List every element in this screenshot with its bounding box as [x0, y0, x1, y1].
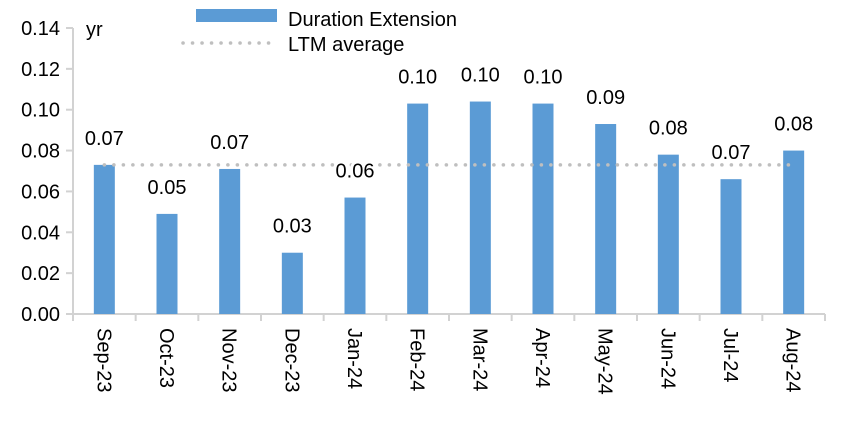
y-tick-label: 0.12	[21, 59, 60, 81]
bar-value-label: 0.07	[210, 132, 249, 154]
x-category-label: Feb-24	[406, 328, 428, 391]
x-category-label: Sep-23	[92, 328, 114, 393]
bar-value-label: 0.03	[273, 216, 312, 238]
bar-value-label: 0.05	[148, 177, 187, 199]
x-category-label: May-24	[594, 328, 616, 395]
y-tick-label: 0.14	[21, 18, 60, 40]
bar-series	[93, 101, 805, 315]
bar	[783, 150, 805, 314]
bar-value-label: 0.08	[649, 118, 688, 140]
bar	[93, 164, 115, 314]
y-axis: 0.00 0.02 0.04 0.06 0.08 0.10 0.12 0.14	[21, 18, 74, 326]
bar-value-label: 0.08	[774, 114, 813, 136]
bar-value-label: 0.06	[336, 161, 375, 183]
bar-value-labels: 0.07 0.05 0.07 0.03 0.06 0.10 0.10 0.10 0.09 0.08…	[82, 62, 816, 241]
x-axis: Sep-23 Oct-23 Nov-23 Dec-23 Jan-24 Feb-24 Mar-…	[72, 313, 826, 395]
bar-value-label: 0.07	[712, 142, 751, 164]
x-category-label: Aug-24	[782, 328, 804, 393]
bar-value-label: 0.07	[85, 128, 124, 150]
legend-series-label: Duration Extension	[288, 9, 457, 31]
x-category-label: Jan-24	[343, 328, 365, 389]
y-tick-label: 0.00	[21, 304, 60, 326]
x-axis-category-labels: Sep-23 Oct-23 Nov-23 Dec-23 Jan-24 Feb-24 Mar-…	[92, 328, 803, 395]
x-category-label: Nov-23	[218, 328, 240, 392]
x-category-label: Oct-23	[155, 328, 177, 388]
legend: Duration Extension LTM average	[181, 9, 457, 56]
y-tick-label: 0.04	[21, 222, 60, 244]
bar	[407, 103, 429, 314]
y-tick-label: 0.02	[21, 263, 60, 285]
x-category-label: Apr-24	[531, 328, 553, 388]
bar	[595, 124, 617, 314]
bar	[532, 103, 554, 314]
bar	[156, 213, 178, 314]
y-tick-label: 0.08	[21, 141, 60, 163]
y-axis-ticks	[66, 27, 73, 315]
bar	[344, 197, 366, 314]
bar-value-label: 0.10	[398, 67, 437, 89]
bar	[720, 179, 742, 314]
legend-bar-swatch-icon	[196, 9, 277, 22]
bar-value-label: 0.10	[461, 65, 500, 87]
bar-value-label: 0.10	[524, 67, 563, 89]
y-axis-tick-labels: 0.00 0.02 0.04 0.06 0.08 0.10 0.12 0.14	[21, 18, 60, 326]
x-category-label: Jun-24	[656, 328, 678, 389]
legend-average-label: LTM average	[288, 34, 404, 56]
axis-unit-label: yr	[86, 19, 103, 41]
x-category-label: Jul-24	[719, 328, 741, 382]
x-axis-ticks	[72, 314, 826, 321]
y-tick-label: 0.10	[21, 100, 60, 122]
y-tick-label: 0.06	[21, 181, 60, 203]
x-category-label: Dec-23	[280, 328, 302, 392]
x-category-label: Mar-24	[468, 328, 490, 391]
bar	[219, 168, 241, 314]
bar	[657, 154, 679, 314]
bar	[469, 101, 491, 315]
bar	[281, 252, 303, 314]
bar-value-label: 0.09	[586, 87, 625, 109]
